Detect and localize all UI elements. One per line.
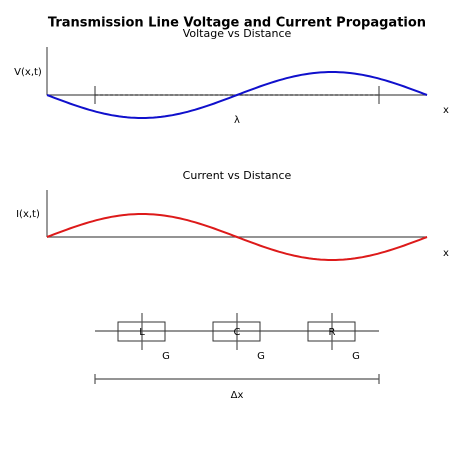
voltage-wave bbox=[46, 71, 428, 119]
circuit-element: L G bbox=[117, 313, 170, 362]
length-label: Δx bbox=[231, 390, 244, 401]
voltage-title: Voltage vs Distance bbox=[183, 27, 292, 40]
shunt-label: G bbox=[257, 351, 265, 362]
figure-title: Transmission Line Voltage and Current Pr… bbox=[48, 16, 426, 31]
element-label: L bbox=[139, 327, 145, 338]
shunt-label: G bbox=[162, 351, 170, 362]
current-y-label: I(x,t) bbox=[16, 209, 40, 220]
current-title: Current vs Distance bbox=[183, 169, 292, 182]
current-x-label: x bbox=[443, 248, 449, 259]
voltage-y-label: V(x,t) bbox=[14, 67, 42, 78]
shunt-label: G bbox=[352, 351, 360, 362]
circuit-element: C G bbox=[212, 313, 265, 362]
element-label: R bbox=[329, 327, 336, 338]
current-wave bbox=[46, 213, 428, 261]
voltage-x-label: x bbox=[443, 105, 449, 116]
circuit-element: R G bbox=[307, 313, 360, 362]
element-label: C bbox=[234, 327, 241, 338]
wavelength-label: λ bbox=[234, 115, 240, 126]
